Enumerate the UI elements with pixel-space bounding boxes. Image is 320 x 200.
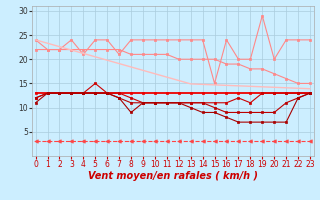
X-axis label: Vent moyen/en rafales ( km/h ): Vent moyen/en rafales ( km/h ) [88, 171, 258, 181]
